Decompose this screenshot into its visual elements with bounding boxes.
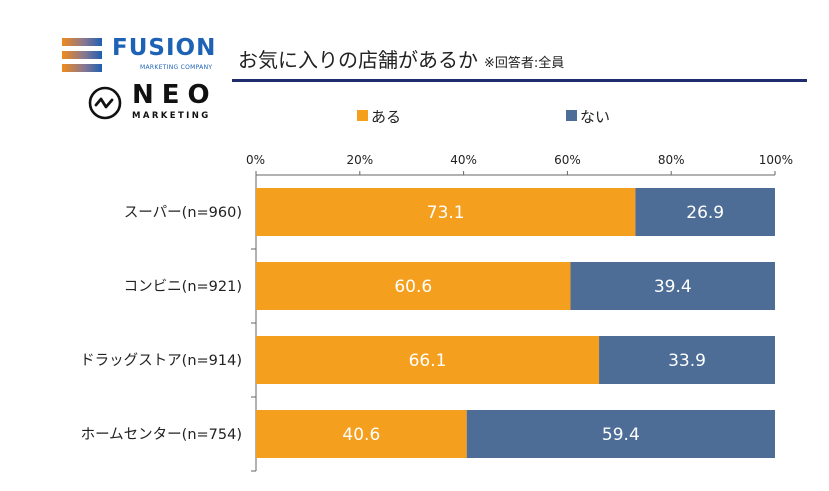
neo-logo: NEO MARKETING [88,80,228,126]
bar-aru [256,188,636,236]
category-label: スーパー(n=960) [124,204,242,221]
respondent-note: ※回答者:全員 [484,56,565,71]
x-tick-label: 0% [246,153,265,167]
bars: 73.1 26.9 60.6 39.4 66.1 33.9 40.6 59.4 [256,188,775,458]
data-label: 59.4 [602,425,640,445]
chart-title: お気に入りの店舗があるか ※回答者:全員 [238,44,564,73]
bar-aru [256,262,571,310]
data-label: 73.1 [427,203,465,223]
data-label: 33.9 [668,351,706,371]
category-label: コンビニ(n=921) [124,278,242,295]
bar-aru [256,410,467,458]
neo-wave-icon [88,86,122,120]
data-label: 60.6 [394,277,432,297]
legend: ある ない [357,108,610,126]
fusion-logo-name: FUSION [112,35,217,61]
x-axis: 0% 20% 40% 60% 80% 100% [246,153,793,472]
x-tick-label: 100% [759,153,793,167]
neo-logo-name: NEO [132,80,218,110]
legend-swatch-1 [566,110,577,121]
data-label: 40.6 [342,425,380,445]
x-tick-label: 20% [346,153,373,167]
category-label: ドラッグストア(n=914) [80,352,242,369]
category-label: ホームセンター(n=754) [81,426,242,443]
chart-title-text: お気に入りの店舗があるか [238,48,478,72]
category-labels: スーパー(n=960) コンビニ(n=921) ドラッグストア(n=914) ホームセ… [80,204,242,443]
data-label: 66.1 [409,351,447,371]
x-tick-label: 80% [658,153,685,167]
bar-aru [256,336,600,384]
fusion-logo-subtitle: MARKETING COMPANY [140,64,213,71]
legend-swatch-0 [357,110,368,121]
fusion-stripes-icon [62,38,102,76]
bar-nai [570,262,775,310]
data-label: 39.4 [654,277,692,297]
bar-nai [599,336,775,384]
bar-nai [635,188,775,236]
title-underline [232,79,807,82]
fusion-logo: FUSION MARKETING COMPANY [62,35,222,76]
x-tick-label: 60% [554,153,581,167]
x-tick-label: 40% [450,153,477,167]
legend-label-0: ある [371,108,401,126]
legend-label-1: ない [580,108,610,126]
bar-nai [466,410,775,458]
neo-logo-subtitle: MARKETING [132,111,211,121]
data-label: 26.9 [686,203,724,223]
